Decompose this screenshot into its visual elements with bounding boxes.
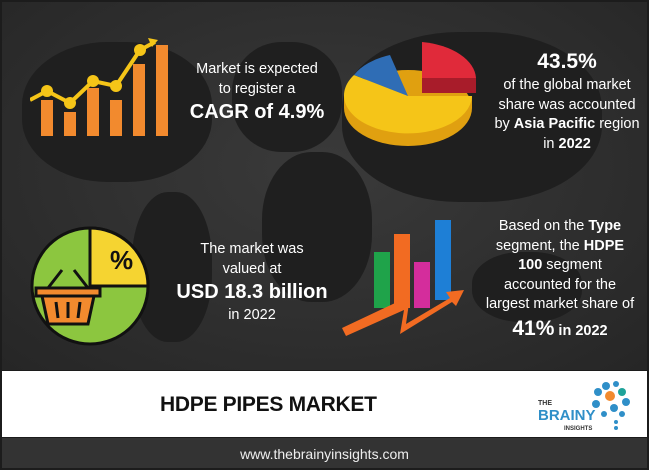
page-title: HDPE PIPES MARKET (160, 393, 377, 416)
svg-text:THE: THE (538, 400, 552, 407)
region-share-value: 43.5% (537, 50, 597, 73)
size-line-2: valued at (222, 260, 282, 277)
region-line-4: in 2022 (543, 136, 591, 153)
segment-line-2: segment, the HDPE (495, 237, 625, 254)
shopping-basket-icon (34, 269, 102, 326)
segment-line-4: accounted for the (503, 276, 617, 293)
region-pie-icon (344, 42, 476, 146)
region-name: Asia Pacific (513, 116, 596, 133)
region-text: 43.5% of the global market share was acc… (487, 48, 647, 155)
brainy-insights-logo: THE BRAINY INSIGHTS (538, 381, 630, 432)
arrow-icon (342, 290, 464, 336)
segment-line-1: Based on the Type (498, 218, 622, 234)
svg-text:BRAINY: BRAINY (538, 407, 596, 424)
segment-line-3: 100 segment (518, 257, 602, 274)
region-line-3: by Asia Pacific region (494, 116, 640, 133)
cagr-line-2: to register a (218, 80, 296, 97)
website-link[interactable]: www.thebrainyinsights.com (240, 446, 409, 462)
market-size-value: USD 18.3 billion (176, 281, 328, 304)
region-line-2: share was accounted (498, 96, 636, 113)
size-line-4: in 2022 (228, 307, 276, 324)
infographic-background: Market is expected to register a CAGR of… (2, 2, 647, 370)
cagr-value: CAGR of 4.9% (189, 101, 325, 124)
segment-line-5: largest market share of (485, 296, 635, 313)
map-australia (472, 252, 582, 322)
segment-chart-icon (342, 220, 464, 336)
svg-text:INSIGHTS: INSIGHTS (564, 426, 592, 432)
footer: www.thebrainyinsights.com (2, 438, 647, 468)
segment-text: Based on the Type segment, the HDPE 100 … (474, 217, 646, 343)
map-africa (262, 152, 372, 302)
map-europe (232, 42, 342, 152)
market-size-pie-icon (30, 226, 150, 346)
cagr-text: Market is expected to register a CAGR of… (182, 60, 332, 126)
cagr-line-1: Market is expected (196, 61, 318, 77)
title-band (2, 371, 647, 437)
size-line-1: The market was (200, 241, 304, 257)
region-line-1: of the global market (503, 77, 631, 94)
growth-chart-icon (30, 38, 168, 136)
percent-icon: % (110, 245, 134, 275)
segment-share: 41% in 2022 (512, 316, 608, 340)
market-size-text: The market was valued at USD 18.3 billio… (172, 240, 332, 326)
